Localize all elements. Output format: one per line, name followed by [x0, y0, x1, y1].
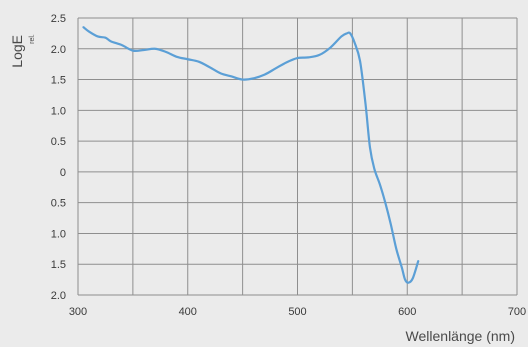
y-tick-label: 1.0 — [51, 228, 66, 240]
y-tick-label: 1.5 — [51, 75, 66, 87]
y-axis-ticks: 2.5 2.0 1.5 1.0 0.5 0 0.5 1.0 1.5 2.0 — [51, 13, 66, 302]
x-tick-label: 600 — [398, 306, 416, 318]
y-tick-label: 0.5 — [51, 136, 66, 148]
x-axis-title: Wellenlänge (nm) — [406, 328, 515, 344]
y-axis-title-sub: rel. — [29, 34, 36, 44]
series-layer — [82, 26, 420, 284]
y-tick-label: 0 — [60, 167, 66, 179]
y-tick-label: 2.0 — [51, 44, 66, 56]
x-tick-label: 300 — [69, 306, 87, 318]
y-tick-label: 2.0 — [51, 290, 66, 302]
y-axis-title-main: LogE — [9, 35, 25, 68]
x-tick-label: 700 — [508, 306, 526, 318]
x-tick-label: 400 — [179, 306, 197, 318]
y-tick-label: 2.5 — [51, 13, 66, 25]
y-tick-label: 1.5 — [51, 259, 66, 271]
series-line — [82, 26, 420, 284]
y-tick-label: 1.0 — [51, 105, 66, 117]
y-tick-label: 0.5 — [51, 198, 66, 210]
x-tick-label: 500 — [288, 306, 306, 318]
grid — [77, 17, 518, 296]
x-axis-ticks: 300 400 500 600 700 — [69, 306, 526, 318]
y-axis-title: LogE rel. — [9, 34, 36, 68]
